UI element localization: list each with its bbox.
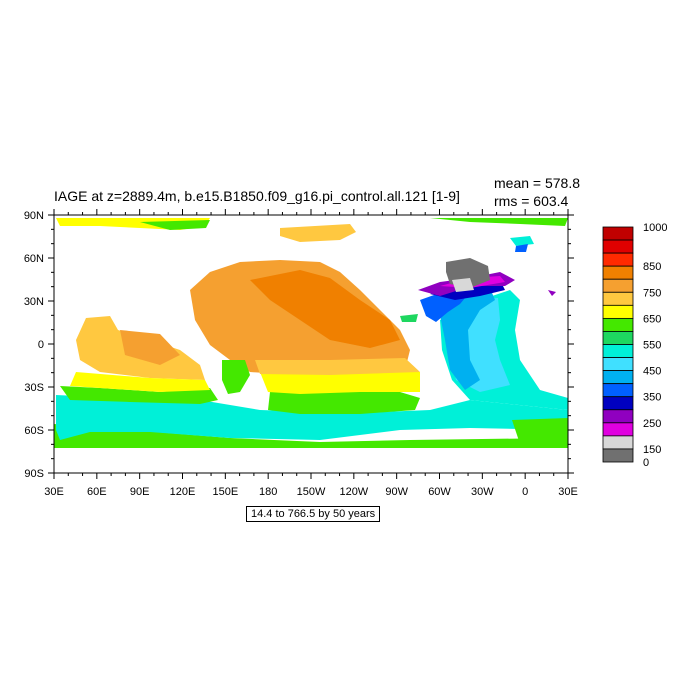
- pacific-south-orange: [255, 358, 420, 375]
- atlantic-south-end: [512, 418, 568, 444]
- lat-tick-label: 90N: [24, 210, 44, 222]
- colorbar-swatch: [602, 422, 634, 437]
- colorbar-swatch: [602, 252, 634, 267]
- colorbar-swatch: [602, 239, 634, 254]
- colorbar-swatch: [602, 383, 634, 398]
- colorbar-label: 750: [643, 287, 661, 299]
- lon-tick-label: 150E: [212, 486, 238, 498]
- west-pacific: [222, 360, 250, 394]
- lon-tick-label: 90E: [130, 486, 150, 498]
- south-indian-green: [60, 386, 218, 404]
- lon-tick-label: 120E: [170, 486, 196, 498]
- lon-tick-label: 150W: [297, 486, 326, 498]
- colorbar-swatch: [602, 291, 634, 306]
- colorbar-swatch: [602, 357, 634, 372]
- colorbar-label: 0: [643, 457, 649, 469]
- plot-title: IAGE at z=2889.4m, b.e15.B1850.f09_g16.p…: [54, 188, 460, 204]
- indian-inner: [120, 330, 180, 365]
- colorbar-swatch: [602, 370, 634, 385]
- colorbar-swatch: [602, 344, 634, 358]
- colorbar-label: 1000: [643, 222, 667, 234]
- colorbar-swatch: [602, 448, 634, 463]
- colorbar-swatch: [602, 331, 634, 345]
- lon-tick-label: 120W: [339, 486, 368, 498]
- colorbar-swatch: [602, 226, 634, 241]
- mean-value: mean = 578.8: [494, 175, 581, 191]
- map-field: [54, 215, 568, 473]
- lat-tick-label: 30N: [24, 296, 44, 308]
- colorbar-label: 450: [643, 366, 661, 378]
- longitude-axis: 30E 60E 90E 120E 150E 180 150W 120W 90W 60W 30W 0 30…: [44, 209, 578, 498]
- southern-ocean-green: [54, 424, 568, 448]
- lon-tick-label: 30E: [44, 486, 64, 498]
- lon-tick-label: 60E: [87, 486, 107, 498]
- lon-tick-label: 90W: [385, 486, 408, 498]
- lon-tick-label: 30W: [471, 486, 494, 498]
- lat-tick-label: 90S: [24, 468, 44, 480]
- indian-ocean-yellow: [70, 372, 210, 392]
- sub-arctic-cyan: [510, 236, 534, 246]
- lat-tick-label: 0: [38, 339, 44, 351]
- colorbar-label: 550: [643, 340, 661, 352]
- stats-block: mean = 578.8 rms = 603.4: [494, 174, 580, 210]
- colorbar-swatch: [602, 409, 634, 424]
- colorbar-swatch: [602, 435, 634, 450]
- colorbar-label: 150: [643, 444, 661, 456]
- nordic-lightgrey: [452, 278, 474, 292]
- caribbean-green: [400, 314, 418, 322]
- mediterranean-purple: [548, 290, 556, 296]
- lon-tick-label: 0: [522, 486, 528, 498]
- southern-ocean-cyan: [56, 395, 568, 440]
- lat-tick-label: 60S: [24, 425, 44, 437]
- colorbar-swatch: [602, 278, 634, 293]
- lat-tick-label: 30S: [24, 382, 44, 394]
- arctic-center: [280, 224, 356, 242]
- colorbar-swatch: [602, 396, 634, 411]
- colorbar-label: 650: [643, 313, 661, 325]
- pacific-south-yellow: [260, 370, 420, 394]
- contour-range-note: 14.4 to 766.5 by 50 years: [246, 506, 381, 522]
- colorbar-swatch: [602, 304, 634, 319]
- colorbar-label: 250: [643, 418, 661, 430]
- colorbar-label: 350: [643, 392, 661, 404]
- colorbar-label: 850: [643, 261, 661, 273]
- rms-value: rms = 603.4: [494, 193, 569, 209]
- lon-tick-label: 60W: [428, 486, 451, 498]
- baffin-blue: [515, 244, 528, 252]
- lon-tick-label: 30E: [558, 486, 578, 498]
- colorbar-swatch: [602, 317, 634, 332]
- pacific-core: [250, 270, 400, 348]
- arctic-right: [430, 218, 568, 226]
- latitude-axis: 90N 60N 30N 0 30S 60S 90S: [24, 210, 574, 480]
- lon-tick-label: 180: [259, 486, 277, 498]
- colorbar-swatch: [602, 265, 634, 280]
- lat-tick-label: 60N: [24, 253, 44, 265]
- arctic-band-left-green: [140, 220, 210, 230]
- south-pacific-green: [268, 390, 420, 414]
